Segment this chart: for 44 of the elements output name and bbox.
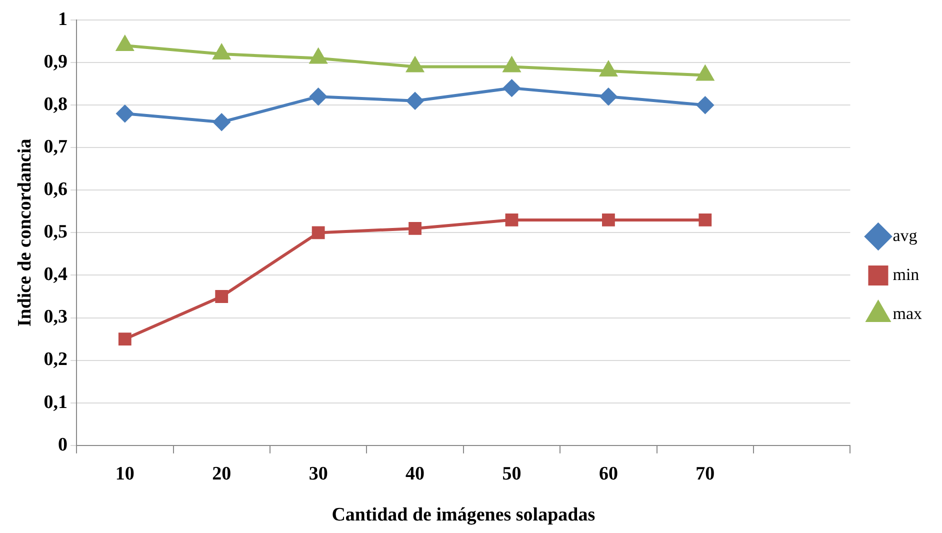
point (118, 332, 132, 346)
x-tick-label: 20 (212, 464, 232, 485)
point (600, 88, 617, 106)
y-tick-label: 0,7 (44, 136, 68, 158)
x-tick-label: 10 (115, 464, 134, 485)
legend-label: max (892, 304, 922, 323)
y-tick-label: 0,2 (44, 349, 68, 370)
y-tick-label: 0,9 (44, 51, 68, 72)
x-tick-label: 70 (696, 464, 715, 485)
point (600, 62, 617, 77)
point (696, 66, 714, 81)
y-tick-label: 0 (58, 434, 68, 456)
y-tick-label: 0,3 (44, 306, 68, 328)
point (406, 57, 424, 72)
point (406, 92, 424, 110)
y-axis-title: Indice de concordancia (14, 138, 36, 327)
point (310, 88, 327, 106)
x-tick-label: 60 (598, 464, 618, 485)
legend-label: avg (892, 226, 918, 245)
point (408, 222, 422, 235)
point (213, 114, 230, 131)
point (116, 105, 134, 122)
point (116, 36, 134, 52)
point (310, 48, 327, 64)
point (503, 80, 520, 97)
point (505, 213, 518, 226)
x-tick-label: 50 (502, 464, 522, 485)
x-axis-title: Cantidad de imágenes solapadas (332, 504, 596, 526)
y-tick-label: 1 (58, 8, 68, 30)
y-tick-label: 0,8 (44, 94, 68, 115)
point (698, 213, 712, 226)
point (215, 290, 228, 303)
legend-label: min (892, 264, 920, 284)
point (503, 57, 520, 72)
point (602, 213, 615, 226)
x-tick-label: 30 (308, 464, 328, 485)
point (696, 96, 714, 114)
point (213, 44, 230, 60)
y-tick-label: 0,4 (44, 264, 68, 286)
y-tick-label: 0,1 (44, 392, 68, 413)
y-tick-label: 0,6 (44, 179, 68, 200)
y-tick-label: 0,5 (44, 222, 68, 243)
x-tick-label: 40 (406, 464, 425, 485)
point (312, 226, 325, 240)
